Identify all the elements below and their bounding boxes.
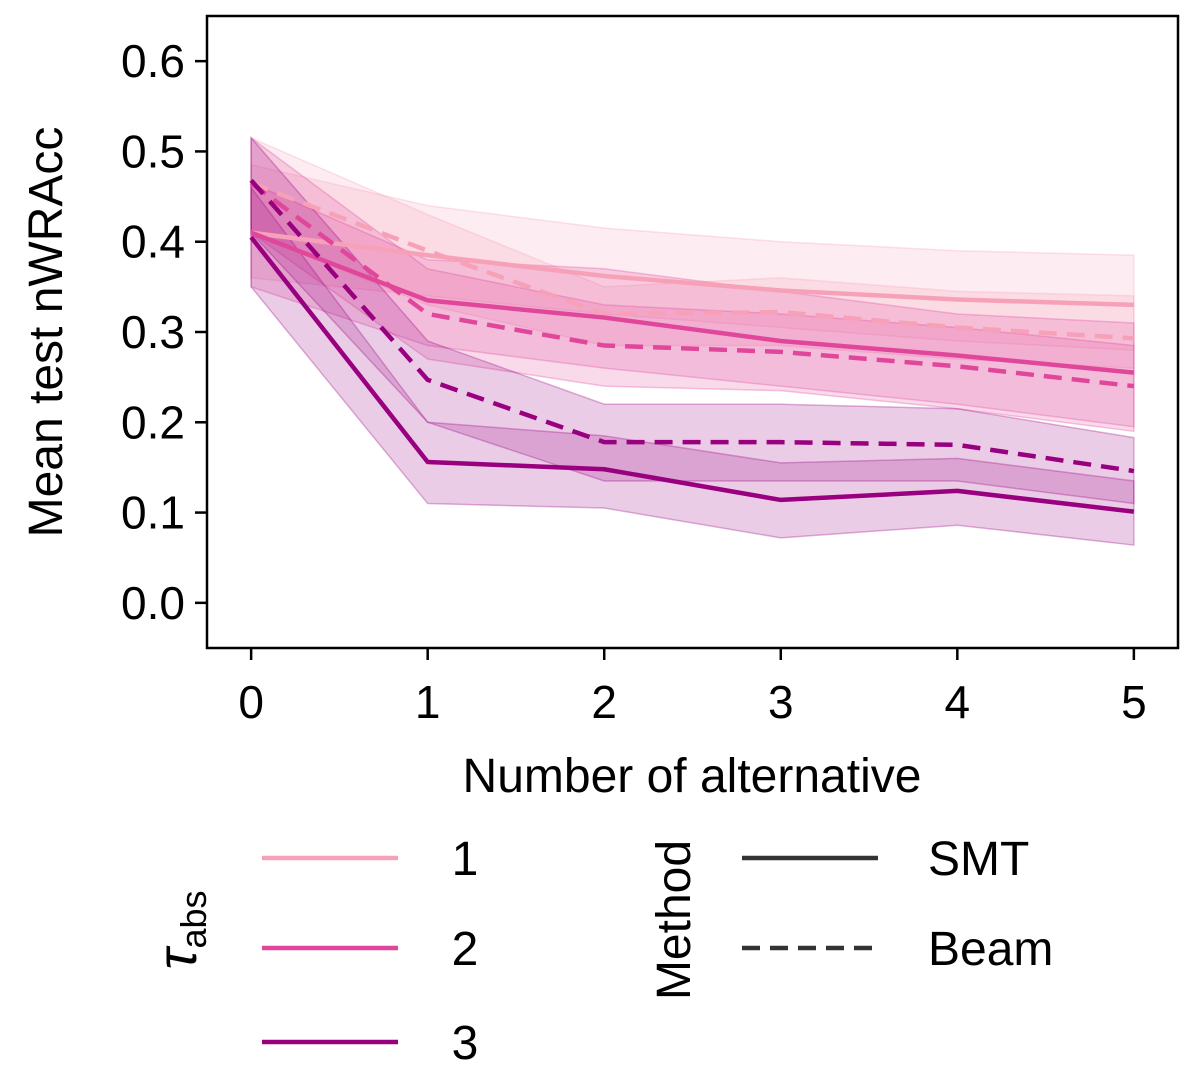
legend: τabs 1 2 3 Method SMT Beam — [145, 833, 1053, 1070]
legend-method-entries: SMT Beam — [742, 833, 1053, 976]
y-tick-label: 0.4 — [121, 216, 185, 268]
band-tau2-beam — [250, 136, 1135, 433]
x-tick-label: 1 — [415, 676, 441, 728]
legend-label-method-beam: Beam — [928, 923, 1053, 976]
legend-label-tau-3: 3 — [452, 1017, 479, 1070]
legend-title-method: Method — [648, 840, 701, 1000]
line-tau2-smt — [250, 230, 1135, 375]
band-tau3-smt — [250, 185, 1135, 546]
y-tick-label: 0.1 — [121, 487, 185, 539]
y-tick-label: 0.3 — [121, 306, 185, 358]
legend-label-tau-1: 1 — [452, 833, 479, 886]
line-tau3-smt — [249, 235, 1135, 514]
x-axis-ticks: 0 1 2 3 4 5 — [238, 648, 1147, 728]
legend-label-tau-2: 2 — [452, 923, 479, 976]
band-tau1-smt — [250, 164, 1135, 351]
legend-title-tau: τabs — [145, 891, 214, 970]
line-tau1-smt — [250, 230, 1134, 308]
line-tau2-beam — [249, 181, 1135, 389]
x-tick-label: 5 — [1121, 676, 1147, 728]
y-tick-label: 0.6 — [121, 35, 185, 87]
band-tau1-beam — [250, 136, 1135, 369]
x-tick-label: 0 — [238, 676, 264, 728]
x-axis-label: Number of alternative — [463, 750, 922, 803]
y-tick-label: 0.5 — [121, 125, 185, 177]
y-tick-label: 0.0 — [121, 577, 185, 629]
legend-label-method-smt: SMT — [928, 833, 1029, 886]
x-tick-label: 3 — [768, 676, 794, 728]
y-axis-label: Mean test nWRAcc — [20, 127, 73, 538]
x-tick-label: 2 — [591, 676, 617, 728]
line-tau3-beam — [249, 178, 1135, 474]
series-lines — [249, 178, 1135, 514]
legend-tau-entries: 1 2 3 — [262, 833, 478, 1070]
band-tau2-smt — [250, 181, 1135, 428]
y-tick-label: 0.2 — [121, 396, 185, 448]
band-tau3-beam — [250, 135, 1135, 505]
y-axis-ticks: 0.0 0.1 0.2 0.3 0.4 0.5 0.6 — [121, 35, 207, 629]
x-tick-label: 4 — [945, 676, 971, 728]
confidence-bands — [250, 135, 1135, 546]
line-tau1-beam — [250, 180, 1135, 341]
